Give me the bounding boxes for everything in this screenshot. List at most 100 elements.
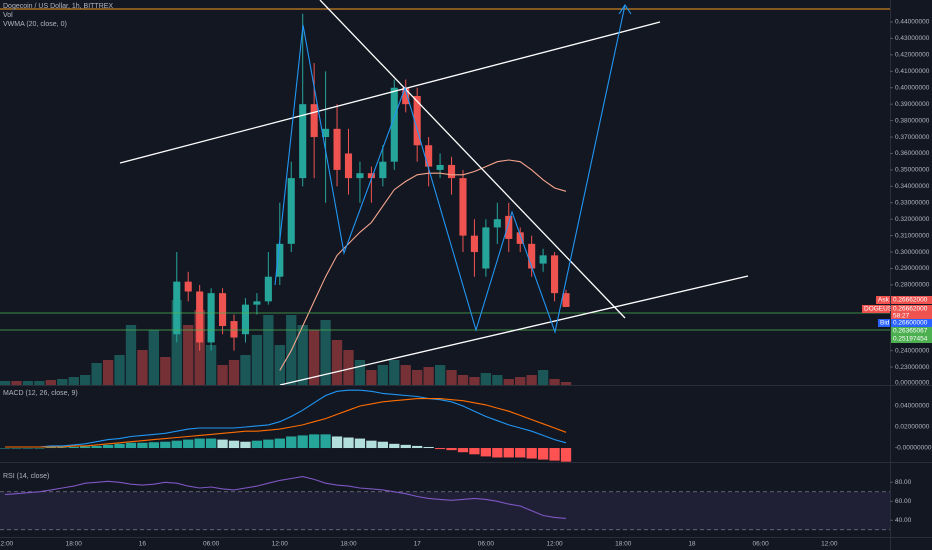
tag-label: Ask bbox=[878, 297, 890, 304]
x-tick-label: 12:00 bbox=[0, 541, 14, 548]
volume-bar bbox=[331, 340, 343, 385]
volume-bar bbox=[320, 320, 331, 385]
macd-histogram-bar bbox=[11, 448, 22, 449]
macd-histogram-bar bbox=[137, 442, 148, 449]
macd-histogram-bar bbox=[148, 442, 160, 449]
volume-bar bbox=[492, 375, 503, 385]
macd-histogram-bar bbox=[549, 448, 560, 461]
drawings bbox=[0, 0, 890, 385]
y-tick-label: 0.02000000 bbox=[895, 424, 930, 431]
zigzag-pattern bbox=[274, 4, 626, 335]
trend-line bbox=[119, 21, 661, 164]
volume-bar bbox=[297, 325, 308, 385]
macd-histogram-bar bbox=[160, 441, 171, 449]
macd-histogram-bar bbox=[45, 447, 56, 449]
x-tick-label: 16 bbox=[139, 541, 147, 548]
macd-histogram-bar bbox=[68, 446, 79, 449]
candle-body bbox=[333, 128, 341, 170]
volume-bar bbox=[560, 382, 572, 385]
macd-histogram-bar bbox=[320, 434, 331, 449]
macd-histogram-bar bbox=[57, 447, 68, 449]
candle-body bbox=[482, 227, 490, 269]
macd-histogram-bar bbox=[503, 448, 514, 458]
volume-bar bbox=[148, 330, 160, 385]
macd-histogram-bar bbox=[240, 441, 251, 449]
macd-histogram-bar bbox=[183, 439, 194, 449]
x-tick-label: 18:00 bbox=[66, 541, 83, 548]
macd-histogram-bar bbox=[217, 439, 228, 449]
y-tick-label: 0.33000000 bbox=[895, 199, 930, 206]
tag-label: Bid bbox=[880, 320, 890, 327]
x-tick-label: 17 bbox=[414, 541, 422, 548]
candle-body bbox=[207, 293, 215, 343]
macd-histogram-bar bbox=[125, 442, 137, 449]
y-tick-label: -0.00000000 bbox=[895, 445, 932, 452]
tag-label-box bbox=[878, 319, 890, 327]
main-pane bbox=[0, 13, 572, 385]
volume-bar bbox=[400, 365, 411, 385]
candle-body bbox=[173, 281, 181, 335]
candle-body bbox=[287, 178, 295, 244]
candle-body bbox=[241, 304, 250, 335]
volume-bar bbox=[343, 350, 354, 385]
rsi-line bbox=[4, 476, 567, 519]
macd-histogram-bar bbox=[194, 438, 205, 449]
vwma-line bbox=[279, 159, 567, 371]
candle-body bbox=[219, 293, 227, 327]
volume-bar bbox=[137, 350, 148, 385]
macd-histogram-bar bbox=[114, 443, 125, 449]
volume-bar bbox=[515, 377, 526, 385]
volume-bar bbox=[183, 325, 194, 385]
signal-line bbox=[5, 398, 567, 448]
macd-histogram-bar bbox=[286, 436, 297, 449]
volume-bar bbox=[11, 381, 22, 385]
tag-box bbox=[891, 296, 932, 304]
candle-body bbox=[551, 255, 559, 294]
macd-histogram-bar bbox=[171, 440, 182, 449]
chart-title: Dogecoin / US Dollar, 1h, BITTREX bbox=[3, 3, 113, 10]
y-tick-label: 0.24000000 bbox=[895, 347, 930, 354]
macd-histogram-bar bbox=[515, 448, 526, 458]
y-tick-label: 0.23000000 bbox=[895, 364, 930, 371]
volume-bar bbox=[68, 377, 79, 385]
macd-histogram-bar bbox=[102, 444, 114, 449]
macd-legend: MACD (12, 26, close, 9) bbox=[3, 390, 78, 397]
macd-histogram-bar bbox=[469, 448, 480, 455]
volume-bar bbox=[217, 365, 228, 385]
axes: 12:00 18:00 16 06:00 12:00 18:00 17 06:00 12:00 1… bbox=[0, 19, 932, 548]
macd-histogram-bar bbox=[228, 440, 240, 449]
macd-histogram-bar bbox=[343, 437, 354, 449]
candle-body bbox=[379, 161, 387, 179]
candle-body bbox=[470, 235, 478, 253]
macd-histogram-bar bbox=[251, 440, 263, 449]
y-tick-label: 0.37000000 bbox=[895, 134, 930, 141]
macd-histogram-bar bbox=[22, 448, 34, 449]
macd-histogram-bar bbox=[560, 448, 572, 462]
macd-histogram-bar bbox=[274, 438, 285, 449]
rsi-band-fill bbox=[0, 491, 890, 530]
candle-body bbox=[425, 145, 433, 167]
candle-body bbox=[413, 95, 421, 146]
tag-label-box bbox=[862, 305, 890, 313]
candle-body bbox=[459, 178, 467, 236]
macd-histogram-bar bbox=[377, 441, 388, 449]
macd-histogram-bar bbox=[492, 448, 503, 458]
candle-body bbox=[436, 164, 444, 170]
rsi-legend: RSI (14, close) bbox=[3, 473, 49, 480]
macd-histogram-bar bbox=[446, 448, 457, 451]
candle-body bbox=[356, 173, 364, 179]
y-tick-label: 0.35000000 bbox=[895, 167, 930, 174]
macd-line bbox=[5, 389, 567, 448]
volume-bar bbox=[446, 370, 457, 385]
y-tick-label: 60.00 bbox=[895, 498, 912, 505]
volume-bar bbox=[34, 381, 45, 385]
y-tick-label: 0.41000000 bbox=[895, 68, 930, 75]
candle-body bbox=[402, 87, 410, 105]
volume-bar bbox=[412, 370, 423, 385]
candle-body bbox=[196, 291, 204, 343]
macd-histogram-bar bbox=[423, 446, 434, 449]
tag-box bbox=[891, 305, 932, 320]
x-tick-label: 06:00 bbox=[752, 541, 769, 548]
x-tick-label: 12:00 bbox=[821, 541, 838, 548]
